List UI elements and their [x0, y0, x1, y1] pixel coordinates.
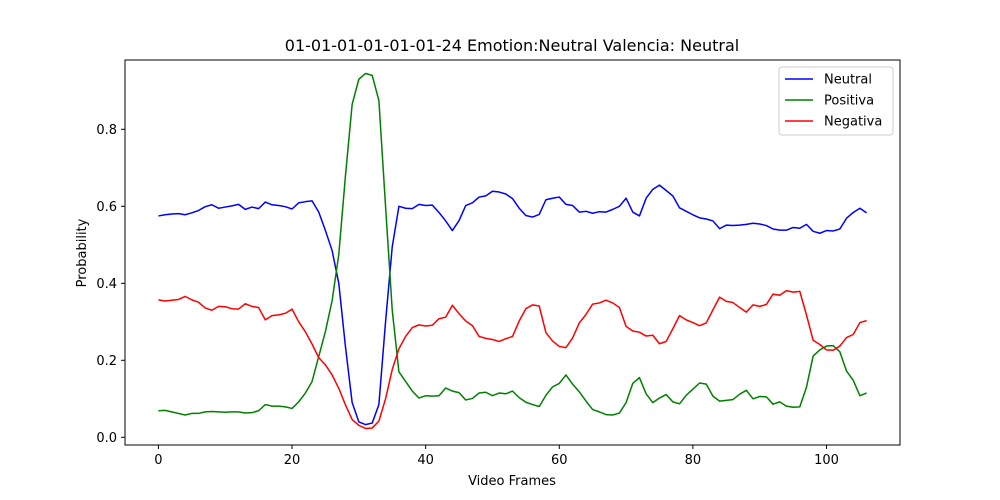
y-tick-label: 0.4 [96, 277, 117, 292]
y-tick-label: 0.0 [96, 431, 117, 446]
series-layer [158, 72, 868, 430]
legend-box [778, 66, 894, 136]
chart-title: 01-01-01-01-01-01-24 Emotion:Neutral Val… [285, 36, 739, 55]
legend-label-neutral: Neutral [824, 73, 872, 88]
y-tick-label: 0.2 [96, 354, 117, 369]
x-tick-label: 0 [154, 453, 162, 468]
legend-label-positiva: Positiva [824, 94, 874, 109]
y-axis-label: Probability [75, 218, 90, 287]
x-tick-label: 40 [417, 453, 434, 468]
x-tick-label: 60 [551, 453, 568, 468]
y-tick-label: 0.8 [96, 123, 117, 138]
y-axis: 0.0 0.2 0.4 0.6 0.8 [96, 123, 125, 446]
x-tick-label: 100 [814, 453, 839, 468]
x-axis-label: Video Frames [468, 474, 556, 489]
legend: Neutral Positiva Negativa [778, 66, 894, 136]
x-axis: 0 20 40 60 80 100 [154, 445, 839, 468]
legend-label-negativa: Negativa [824, 115, 882, 130]
series-line-positiva [158, 72, 867, 416]
x-tick-label: 80 [685, 453, 702, 468]
y-tick-label: 0.6 [96, 200, 117, 215]
series-line-negativa [158, 289, 867, 430]
series-line-neutral [158, 184, 868, 426]
x-tick-label: 20 [284, 453, 301, 468]
plot-frame [124, 59, 901, 446]
